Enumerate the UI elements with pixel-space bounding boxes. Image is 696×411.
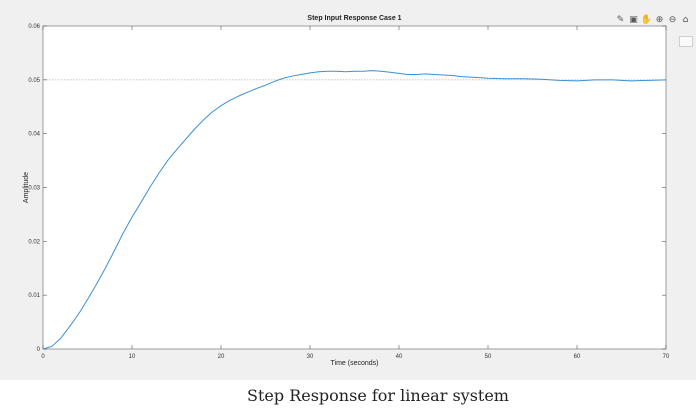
- x-tick-label: 50: [485, 354, 492, 360]
- x-tick-label: 60: [574, 354, 581, 360]
- x-axis-label: Time (seconds): [331, 360, 379, 367]
- y-tick-label: 0.01: [28, 293, 40, 299]
- side-panel-tab[interactable]: [679, 36, 693, 47]
- figure-caption: Step Response for linear system: [247, 386, 509, 405]
- y-tick-label: 0.03: [28, 186, 40, 192]
- x-tick-label: 20: [218, 354, 225, 360]
- y-tick-label: 0: [37, 347, 41, 353]
- x-tick-label: 10: [129, 354, 136, 360]
- y-tick-label: 0.02: [28, 239, 40, 245]
- y-tick-label: 0.06: [28, 24, 40, 30]
- y-tick-label: 0.05: [28, 78, 40, 84]
- datatip-icon[interactable]: ▣: [629, 14, 638, 25]
- plot-area: [42, 25, 667, 350]
- x-tick-label: 70: [663, 354, 670, 360]
- x-tick-label: 30: [307, 354, 314, 360]
- y-axis-label: Amplitude: [23, 172, 30, 203]
- zoom-out-icon[interactable]: ⊖: [668, 14, 677, 25]
- axes-toolbar: ✎ ▣ ✋ ⊕ ⊖ ⌂: [615, 14, 691, 25]
- x-tick-label: 0: [41, 354, 45, 360]
- brush-icon[interactable]: ✎: [616, 14, 625, 25]
- home-icon[interactable]: ⌂: [682, 14, 689, 25]
- x-tick-label: 40: [396, 354, 403, 360]
- pan-icon[interactable]: ✋: [640, 14, 653, 25]
- series-line: [42, 70, 667, 350]
- step-response-chart: 0 10 20 30 40 50 60 70 0 0.01 0.02 0.03 0.04 0.05 0.06…: [23, 15, 670, 367]
- zoom-in-icon[interactable]: ⊕: [655, 14, 664, 25]
- y-tick-label: 0.04: [28, 132, 40, 138]
- figure-window: 0 10 20 30 40 50 60 70 0 0.01 0.02 0.03 0.04 0.05 0.06…: [0, 0, 696, 380]
- chart-title: Step Input Response Case 1: [307, 15, 401, 22]
